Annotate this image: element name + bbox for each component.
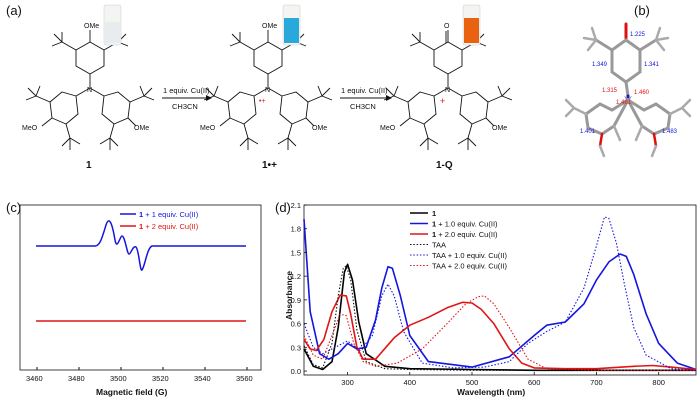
arrow-2-solvent: CH3CN (350, 102, 376, 111)
compound-1-n: N (87, 87, 92, 94)
uv-series-line-1 (303, 219, 697, 371)
compound-3-top-oxy: O (444, 23, 450, 30)
compound-2-right-oxy: OMe (312, 125, 327, 132)
uv-y-tick-label: 0.3 (291, 343, 301, 352)
bond-label: 1.315 (602, 88, 618, 94)
epr-tick: 3460 (26, 374, 43, 383)
uv-x-tick-label: 500 (466, 378, 479, 387)
arrow-2-reagent: 1 equiv. Cu(II) (341, 86, 388, 95)
compound-2-left-oxy: MeO (200, 125, 216, 132)
compound-1: OMe N MeO OMe 1 (22, 4, 149, 171)
epr-tick: 3520 (152, 374, 169, 383)
uv-legend: 1 1 + 1.0 equiv. Cu(II)1 + 2.0 equiv. Cu(… (410, 209, 507, 271)
arrow-1-reagent: 1 equiv. Cu(II) (163, 86, 210, 95)
uv-x-tick-label: 800 (652, 378, 665, 387)
bond-label: 1.225 (630, 32, 646, 38)
uv-vis-chart: 0.0 0.3 0.6 0.9 1.2 1.5 1.8 2.1 300 400 500 600 700… (284, 201, 697, 397)
compound-quinone: O N + MeO OMe 1-Q (380, 4, 513, 171)
bond-lengths: 1.225 1.349 1.341 1.315 1.460 1.461 1.40… (580, 32, 678, 135)
epr-tick: 3540 (194, 374, 211, 383)
uv-series-group (303, 216, 697, 372)
compound-2-label: 1•+ (262, 160, 277, 171)
arrow-1-solvent: CH3CN (172, 102, 198, 111)
uv-y-ticks: 0.0 0.3 0.6 0.9 1.2 1.5 1.8 2.1 (291, 201, 307, 376)
compound-1-label: 1 (86, 160, 92, 171)
crystal-structure (564, 22, 692, 158)
epr-trace-1equiv (36, 220, 246, 271)
compound-2-vial-solution (284, 18, 299, 43)
bond-label: 1.401 (580, 129, 596, 135)
uv-legend-label-4: TAA + 1.0 equiv. Cu(II) (432, 251, 507, 260)
epr-x-label: Magnetic field (G) (96, 387, 167, 397)
uv-y-tick-label: 0.0 (291, 367, 301, 376)
bond-label: 1.349 (592, 62, 608, 68)
bond-label: 1.341 (644, 62, 660, 68)
uv-legend-label-0: 1 (432, 209, 436, 218)
compound-2-top-oxy: OMe (262, 23, 277, 30)
reaction-arrow-1: 1 equiv. Cu(II) CH3CN (162, 86, 212, 111)
epr-legend-1: 1 + 1 equiv. Cu(II) (139, 210, 199, 219)
uv-y-tick-label: 2.1 (291, 201, 301, 210)
panel-label-a: (a) (6, 3, 22, 18)
epr-x-ticks: 3460 3480 3500 3520 3540 3560 (26, 367, 253, 383)
uv-y-tick-label: 1.8 (291, 225, 301, 234)
uv-x-tick-label: 700 (590, 378, 603, 387)
uv-y-tick-label: 0.6 (291, 320, 301, 329)
uv-series-line-2 (303, 294, 697, 371)
epr-axes (19, 204, 262, 371)
compound-1-left-oxy: MeO (22, 125, 38, 132)
panel-label-b: (b) (634, 3, 650, 18)
compound-3-charge: + (440, 96, 445, 106)
uv-y-tick-label: 1.5 (291, 248, 301, 257)
compound-3-label: 1-Q (436, 160, 453, 171)
epr-legend-2: 1 + 2 equiv. Cu(II) (139, 222, 199, 231)
uv-x-tick-label: 300 (341, 378, 354, 387)
bond-label: 1.483 (662, 129, 678, 135)
compound-1-vial-solution (105, 22, 120, 43)
compound-3-left-oxy: MeO (380, 125, 396, 132)
panel-label-d: (d) (275, 200, 291, 215)
uv-legend-label-3: TAA (432, 241, 446, 250)
compound-2-n: N (265, 87, 270, 94)
uv-y-tick-label: 0.9 (291, 296, 301, 305)
uv-legend-label-1: 1 + 1.0 equiv. Cu(II) (432, 220, 498, 229)
panel-label-c: (c) (6, 200, 21, 215)
compound-3-vial-solution (464, 18, 479, 43)
bond-label: 1.461 (616, 100, 632, 106)
uv-series-line-0 (303, 263, 696, 372)
uv-x-ticks: 300 400 500 600 700 800 (341, 372, 665, 387)
compound-3-right-oxy: OMe (492, 125, 507, 132)
epr-tick: 3500 (110, 374, 127, 383)
compound-1-right-oxy: OMe (134, 125, 149, 132)
epr-legend: 1 + 1 equiv. Cu(II) 1 + 2 equiv. Cu(II) (120, 210, 199, 231)
uv-series-line-4 (303, 216, 697, 371)
bond-label: 1.460 (634, 90, 650, 96)
epr-plot: 1 + 1 equiv. Cu(II) 1 + 2 equiv. Cu(II) … (19, 204, 262, 397)
compound-3-n: N (445, 87, 450, 94)
uv-y-tick-label: 1.2 (291, 272, 301, 281)
compound-2-charge: •+ (259, 98, 266, 105)
uv-legend-label-5: TAA + 2.0 equiv. Cu(II) (432, 262, 507, 271)
uv-series-line-3 (303, 265, 696, 371)
compound-radical-cation: OMe N •+ MeO OMe 1•+ (200, 4, 333, 171)
compound-1-top-oxy: OMe (84, 23, 99, 30)
uv-y-label: Absorbance (284, 271, 294, 320)
reaction-arrow-2: 1 equiv. Cu(II) CH3CN (340, 86, 392, 111)
epr-tick: 3560 (236, 374, 253, 383)
uv-x-tick-label: 400 (404, 378, 417, 387)
uv-axes (303, 204, 697, 376)
uv-legend-label-2: 1 + 2.0 equiv. Cu(II) (432, 230, 498, 239)
uv-x-tick-label: 600 (528, 378, 541, 387)
uv-x-label: Wavelength (nm) (457, 387, 525, 397)
epr-tick: 3480 (68, 374, 85, 383)
